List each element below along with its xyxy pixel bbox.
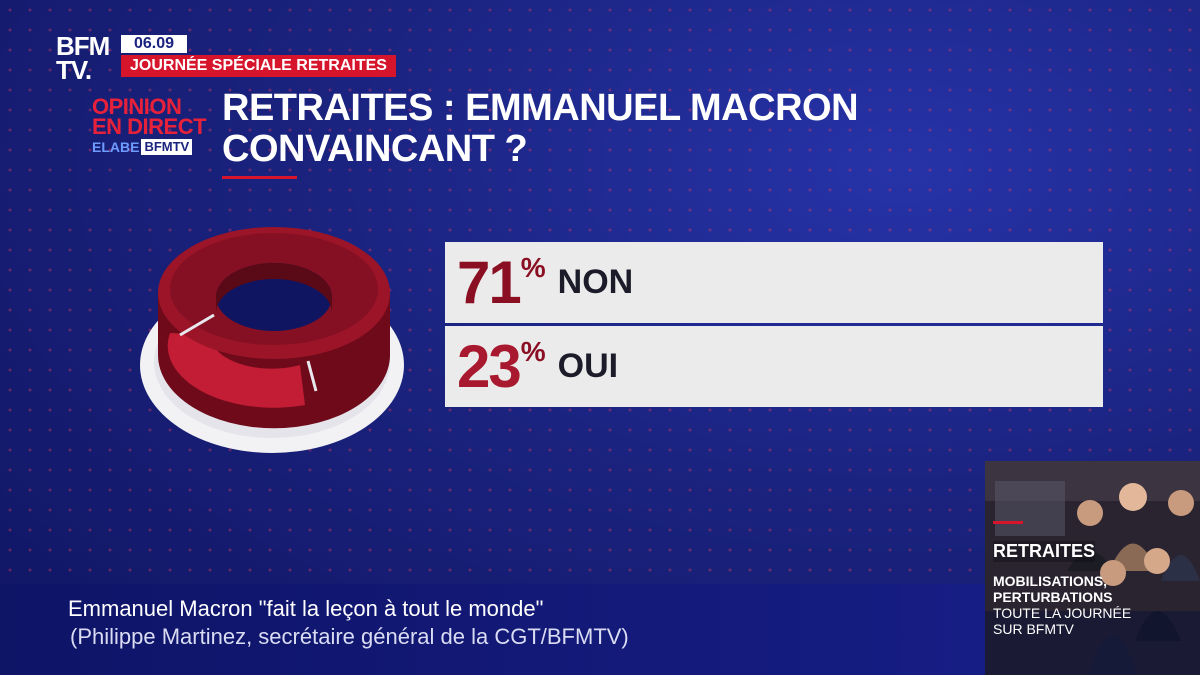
result-row-non: 71 % NON (445, 242, 1103, 323)
promo-accent-bar (993, 521, 1023, 524)
result-value: 71 (457, 249, 522, 316)
promo-line-2: PERTURBATIONS (993, 589, 1113, 605)
news-ticker: Emmanuel Macron "fait la leçon à tout le… (0, 584, 985, 675)
logo-line-1: BFM (56, 31, 110, 61)
headline-underline (222, 176, 297, 179)
headline: RETRAITES : EMMANUEL MACRON CONVAINCANT … (222, 88, 922, 170)
promo-title: RETRAITES (993, 541, 1096, 562)
opinion-line-2: EN DIRECT (92, 114, 207, 139)
ticker-quote: Emmanuel Macron "fait la leçon à tout le… (68, 596, 544, 621)
promo-line-4: SUR BFMTV (993, 621, 1074, 637)
promo-line-3: TOUTE LA JOURNÉE (993, 605, 1132, 621)
promo-line-1: MOBILISATIONS, (993, 573, 1108, 589)
promo-box: RETRAITES MOBILISATIONS, PERTURBATIONS T… (985, 461, 1200, 675)
bfmtv-logo: BFM TV. (56, 31, 120, 85)
opinion-sponsors: ELABE BFMTV (92, 139, 212, 155)
result-unit: % (520, 252, 546, 283)
opinion-line-1: OPINION (92, 94, 182, 119)
result-label: OUI (557, 347, 619, 385)
presenters-photo (985, 461, 1200, 675)
ticker-source: (Philippe Martinez, secrétaire général d… (70, 624, 629, 649)
headline-line-1: RETRAITES : EMMANUEL MACRON (222, 87, 859, 129)
segment-oui (167, 333, 305, 408)
special-banner: JOURNÉE SPÉCIALE RETRAITES (121, 55, 396, 77)
result-label: NON (557, 263, 634, 301)
logo-line-2: TV. (56, 55, 92, 85)
bfmtv-label: BFMTV (141, 139, 193, 155)
results-panel: 71 % NON 23 % OUI (445, 242, 1103, 407)
result-unit: % (520, 336, 546, 367)
result-row-oui: 23 % OUI (445, 326, 1103, 407)
clock: 06.09 (121, 35, 187, 53)
opinion-badge: OPINION EN DIRECT ELABE BFMTV (92, 94, 212, 155)
headline-line-2: CONVAINCANT ? (222, 128, 528, 170)
donut-chart (140, 227, 404, 453)
result-value: 23 (457, 333, 522, 400)
elabe-label: ELABE (92, 139, 140, 155)
